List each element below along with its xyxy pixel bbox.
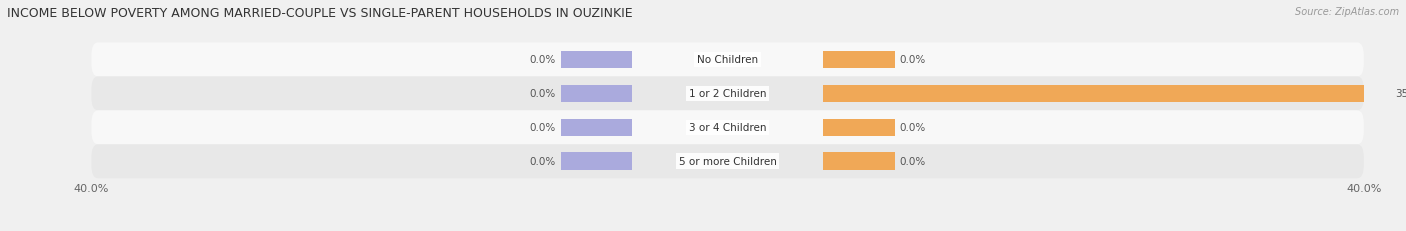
FancyBboxPatch shape xyxy=(91,77,1364,111)
Text: 5 or more Children: 5 or more Children xyxy=(679,157,776,167)
FancyBboxPatch shape xyxy=(91,43,1364,77)
Text: No Children: No Children xyxy=(697,55,758,65)
Text: 0.0%: 0.0% xyxy=(900,55,925,65)
Text: 0.0%: 0.0% xyxy=(530,123,555,133)
Text: Source: ZipAtlas.com: Source: ZipAtlas.com xyxy=(1295,7,1399,17)
Bar xyxy=(561,85,633,103)
Text: 0.0%: 0.0% xyxy=(530,89,555,99)
FancyBboxPatch shape xyxy=(91,145,1364,179)
Text: 0.0%: 0.0% xyxy=(900,157,925,167)
Text: 0.0%: 0.0% xyxy=(530,55,555,65)
Bar xyxy=(561,153,633,170)
Bar xyxy=(823,153,894,170)
Bar xyxy=(561,51,633,69)
Bar xyxy=(823,51,894,69)
Text: 3 or 4 Children: 3 or 4 Children xyxy=(689,123,766,133)
Bar xyxy=(561,119,633,137)
FancyBboxPatch shape xyxy=(91,111,1364,145)
Text: 0.0%: 0.0% xyxy=(900,123,925,133)
Text: 35.7%: 35.7% xyxy=(1396,89,1406,99)
Text: 0.0%: 0.0% xyxy=(530,157,555,167)
Text: 1 or 2 Children: 1 or 2 Children xyxy=(689,89,766,99)
Text: INCOME BELOW POVERTY AMONG MARRIED-COUPLE VS SINGLE-PARENT HOUSEHOLDS IN OUZINKI: INCOME BELOW POVERTY AMONG MARRIED-COUPL… xyxy=(7,7,633,20)
Bar xyxy=(823,85,1391,103)
Bar xyxy=(823,119,894,137)
